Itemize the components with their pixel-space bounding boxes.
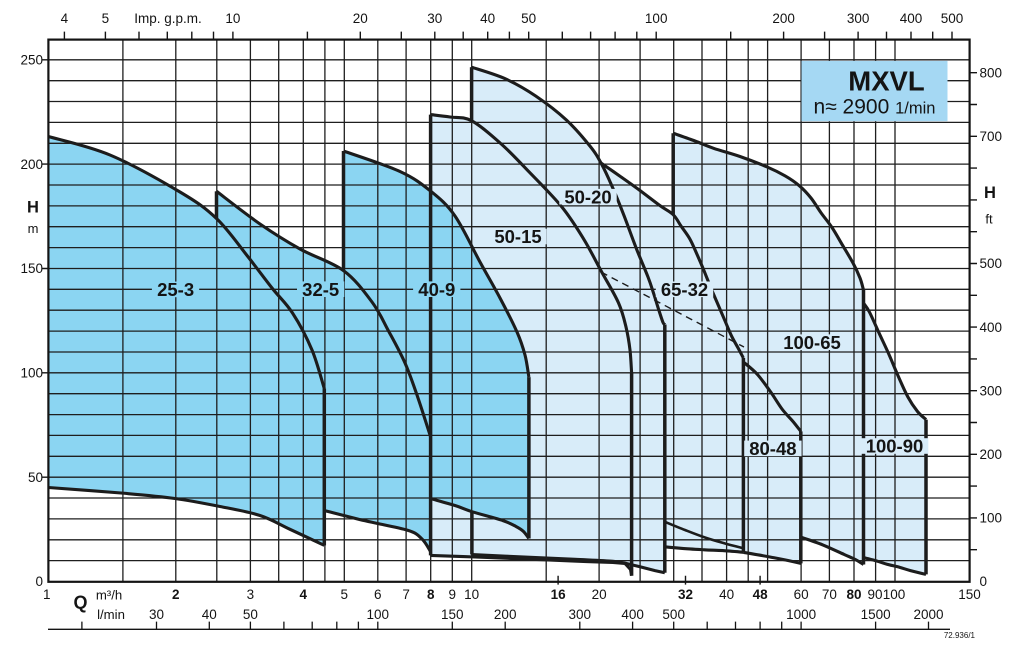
svg-text:500: 500 [941,11,964,26]
svg-text:n≈ 2900 1/min: n≈ 2900 1/min [814,96,936,119]
svg-text:m³/h: m³/h [96,588,122,603]
svg-text:250: 250 [20,53,43,68]
svg-text:40: 40 [719,587,734,602]
svg-text:300: 300 [569,607,592,622]
svg-text:50: 50 [243,607,258,622]
svg-text:80: 80 [846,587,861,602]
svg-text:40: 40 [480,11,495,26]
svg-text:0: 0 [35,574,43,589]
svg-text:300: 300 [847,11,870,26]
svg-text:500: 500 [980,256,1003,271]
svg-text:Imp. g.p.m.: Imp. g.p.m. [134,11,202,26]
svg-text:400: 400 [621,607,644,622]
svg-text:H: H [984,184,996,202]
svg-text:200: 200 [20,157,43,172]
svg-text:200: 200 [772,11,795,26]
svg-text:90: 90 [867,587,882,602]
svg-text:48: 48 [753,587,769,602]
svg-text:1: 1 [43,587,51,602]
svg-text:2000: 2000 [913,607,943,622]
svg-text:60: 60 [794,587,809,602]
svg-text:50: 50 [521,11,536,26]
svg-text:16: 16 [551,587,567,602]
svg-text:9: 9 [449,587,457,602]
svg-text:72.936/1: 72.936/1 [944,631,976,640]
svg-text:ft: ft [985,212,993,227]
svg-text:30: 30 [149,607,164,622]
svg-text:50-15: 50-15 [494,226,541,247]
svg-text:50: 50 [28,470,43,485]
svg-text:4: 4 [61,11,69,26]
svg-text:300: 300 [980,383,1003,398]
svg-text:10: 10 [225,11,240,26]
svg-text:Q: Q [73,593,87,613]
svg-text:200: 200 [494,607,517,622]
svg-text:1000: 1000 [786,607,816,622]
svg-text:100: 100 [980,511,1003,526]
svg-text:100: 100 [20,366,43,381]
svg-text:100: 100 [645,11,668,26]
svg-text:70: 70 [822,587,837,602]
svg-text:H: H [27,199,39,217]
svg-text:150: 150 [20,261,43,276]
svg-text:50-20: 50-20 [564,186,611,207]
svg-text:4: 4 [300,587,308,602]
svg-text:2: 2 [172,587,180,602]
svg-text:7: 7 [402,587,410,602]
svg-text:100-65: 100-65 [783,332,841,353]
svg-text:400: 400 [900,11,923,26]
svg-text:8: 8 [427,587,435,602]
svg-text:100: 100 [367,607,390,622]
svg-text:700: 700 [980,129,1003,144]
svg-text:40-9: 40-9 [418,279,455,300]
svg-text:150: 150 [441,607,464,622]
svg-text:6: 6 [374,587,382,602]
svg-text:150: 150 [958,587,981,602]
svg-text:800: 800 [980,65,1003,80]
svg-text:40: 40 [202,607,217,622]
svg-text:80-48: 80-48 [749,438,796,459]
svg-text:65-32: 65-32 [661,279,708,300]
svg-text:100: 100 [883,587,906,602]
svg-text:MXVL: MXVL [848,66,924,97]
svg-text:32: 32 [678,587,693,602]
svg-text:m: m [28,221,39,236]
svg-text:200: 200 [980,447,1003,462]
svg-text:400: 400 [980,320,1003,335]
svg-text:32-5: 32-5 [302,279,339,300]
svg-text:3: 3 [247,587,255,602]
svg-text:1500: 1500 [861,607,891,622]
svg-text:100-90: 100-90 [866,436,924,457]
svg-text:30: 30 [427,11,442,26]
svg-text:5: 5 [102,11,110,26]
svg-text:5: 5 [341,587,349,602]
svg-text:25-3: 25-3 [157,279,194,300]
svg-text:10: 10 [464,587,479,602]
svg-text:l/min: l/min [97,607,125,622]
svg-text:20: 20 [592,587,607,602]
svg-text:20: 20 [353,11,368,26]
svg-text:0: 0 [980,574,988,589]
svg-text:500: 500 [662,607,685,622]
